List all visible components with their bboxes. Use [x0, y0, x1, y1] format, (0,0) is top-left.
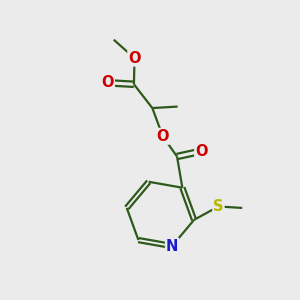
Text: S: S [213, 199, 224, 214]
Text: O: O [157, 129, 169, 144]
Text: O: O [195, 144, 208, 159]
Text: O: O [128, 51, 141, 66]
Text: N: N [166, 238, 178, 253]
Text: O: O [101, 75, 114, 90]
